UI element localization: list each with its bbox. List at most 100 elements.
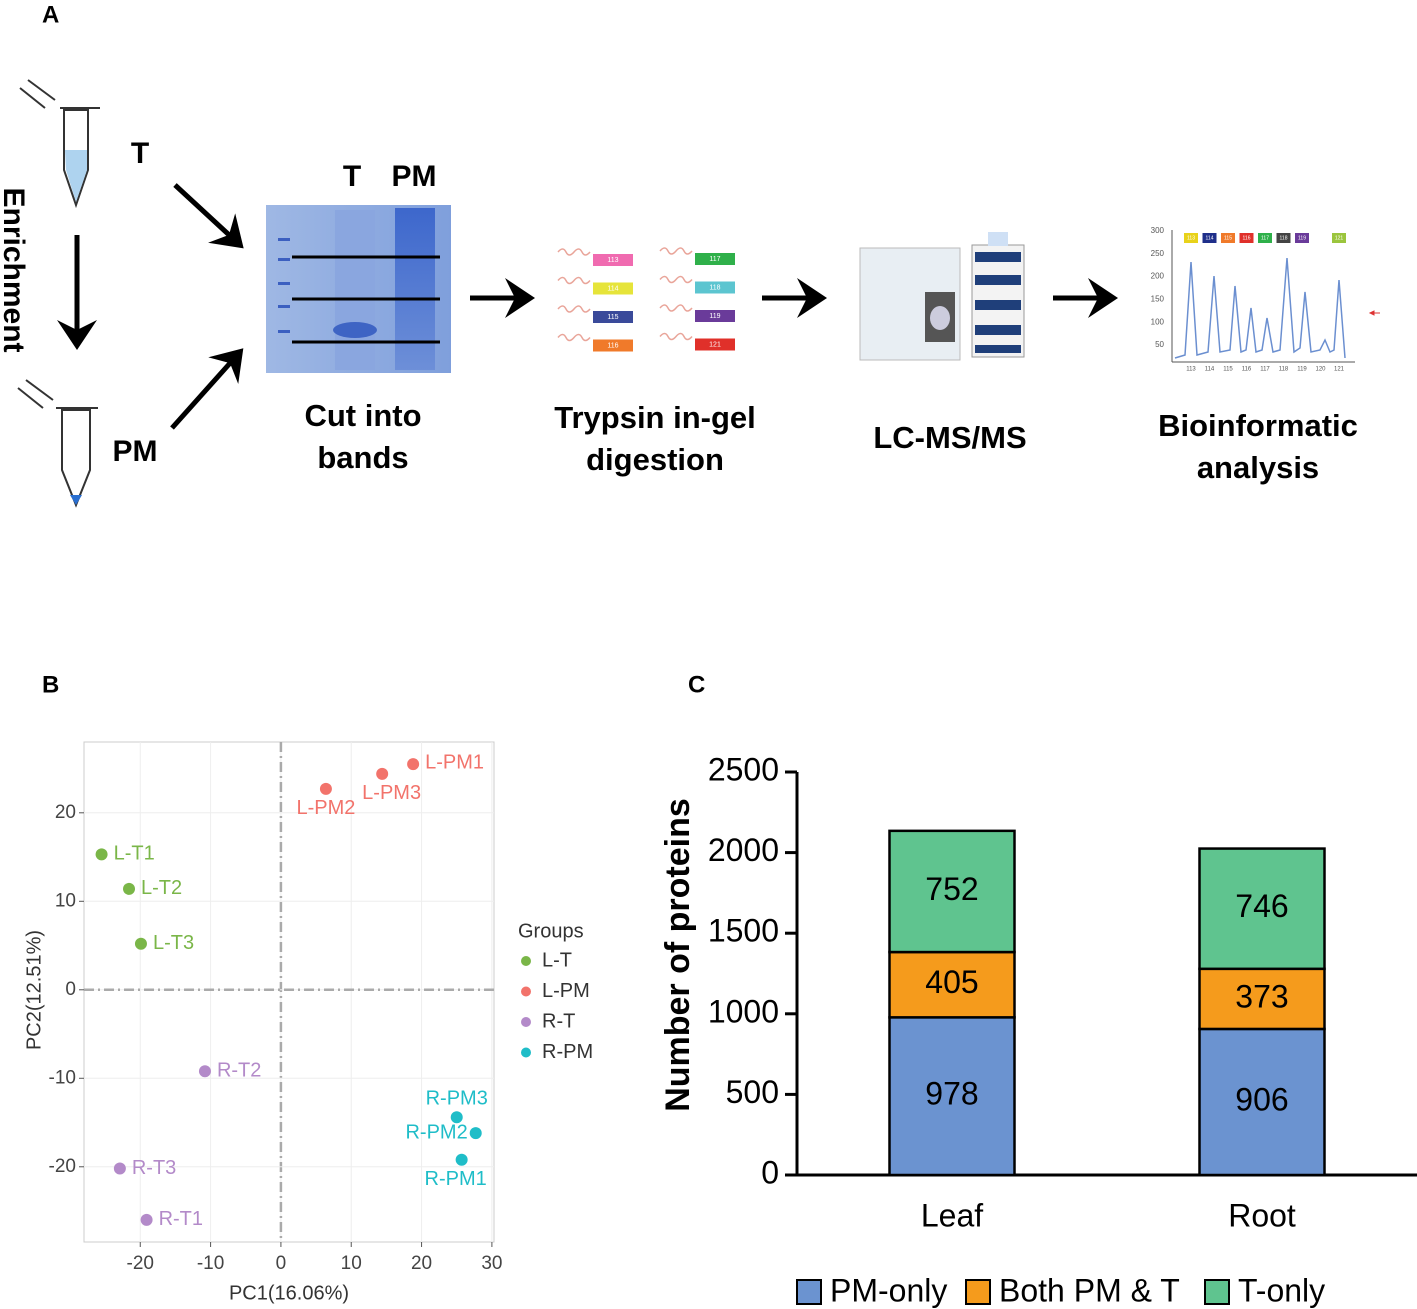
- point: [469, 1127, 482, 1140]
- y-tick-label: 2000: [708, 832, 779, 868]
- bar-segment: [1198, 847, 1326, 971]
- chrom-x-label: 118: [1279, 367, 1289, 373]
- y-tick-label: 0: [761, 1154, 779, 1190]
- tube: [17, 379, 98, 508]
- chrom-tag: [1221, 233, 1235, 243]
- chrom-tag-label: 115: [1224, 235, 1232, 241]
- peptide: [557, 333, 591, 342]
- x-tick-label: 0: [276, 1253, 287, 1274]
- x-axis-label: PC1(16.06%): [229, 1282, 349, 1304]
- step-label: Bioinformatic: [1158, 408, 1358, 443]
- chrom-tag-label: 117: [1261, 235, 1269, 241]
- y-tick-label: 10: [55, 890, 76, 911]
- bar-segment: [1198, 1027, 1326, 1177]
- point-label: R-PM2: [405, 1121, 467, 1143]
- tag-label: 115: [607, 314, 618, 321]
- x-tick-label: Leaf: [921, 1197, 983, 1233]
- tag: [593, 339, 633, 352]
- chrom-tag: [1258, 233, 1272, 243]
- chrom-tag-label: 113: [1187, 235, 1195, 241]
- point: [95, 848, 108, 861]
- panel-a: A Enrichment T PM T PM: [0, 1, 1380, 508]
- chrom-tag: [1332, 233, 1346, 243]
- legend-label: T-only: [1238, 1272, 1325, 1308]
- tag-label: 116: [607, 342, 618, 349]
- value-label: 373: [1235, 978, 1288, 1014]
- tag: [695, 338, 735, 351]
- point-label: L-T1: [114, 843, 155, 865]
- panel-label: A: [42, 1, 59, 28]
- panel-b: B -20 -10 0 10 20 30 -20 -10 0 10 20 PC1(16.06%) PC2…: [23, 671, 593, 1304]
- enrichment-label: Enrichment: [0, 187, 30, 352]
- legend-label: R-T: [542, 1010, 575, 1032]
- tag-label: 117: [709, 256, 720, 263]
- instrument: [859, 232, 1025, 361]
- panel-label: C: [688, 671, 705, 698]
- point: [319, 782, 332, 795]
- tag: [695, 281, 735, 294]
- chrom-y-label: 150: [1151, 295, 1165, 304]
- tag: [695, 310, 735, 322]
- value-label: 906: [1235, 1081, 1288, 1117]
- point: [376, 767, 389, 780]
- value-label: 978: [925, 1076, 978, 1112]
- chromatogram: 300 250 200 150 100 50 113 113 114 114 115 115 116 11…: [1151, 226, 1380, 373]
- tube-label: T: [131, 137, 149, 170]
- point-label: L-T2: [141, 877, 182, 899]
- y-tick-label: 1500: [708, 913, 779, 949]
- arrow: [173, 183, 244, 249]
- tag: [593, 282, 633, 295]
- point-label: R-T3: [132, 1157, 176, 1179]
- legend-marker: [521, 986, 531, 997]
- chrom-x-label: 121: [1334, 367, 1345, 373]
- value-label: 405: [925, 964, 978, 1000]
- tag-label: 113: [607, 257, 618, 264]
- chrom-y-label: 300: [1151, 226, 1165, 235]
- plot-frame: [83, 741, 495, 1243]
- chrom-x-label: 117: [1260, 367, 1270, 373]
- y-tick-label: 20: [55, 802, 76, 823]
- point: [198, 1065, 211, 1078]
- tag-label: 114: [607, 285, 618, 292]
- chrom-y-label: 100: [1151, 317, 1165, 326]
- y-axis-label: PC2(12.51%): [23, 930, 45, 1050]
- chrom-tag-label: 116: [1243, 235, 1251, 241]
- y-tick-label: 0: [65, 979, 76, 1000]
- peptide: [557, 305, 591, 313]
- x-tick-label: 20: [411, 1253, 432, 1274]
- point: [450, 1111, 463, 1124]
- tag-label: 119: [709, 313, 720, 320]
- chrom-tag-label: 114: [1206, 235, 1214, 241]
- legend-label: R-PM: [542, 1041, 593, 1063]
- y-tick-label: -20: [49, 1156, 76, 1177]
- tag: [695, 253, 735, 265]
- x-tick-label: Root: [1228, 1197, 1296, 1233]
- legend-label: PM-only: [830, 1272, 947, 1308]
- y-tick-label: -10: [49, 1067, 76, 1088]
- legend-swatch: [965, 1279, 991, 1305]
- point-label: R-T2: [217, 1059, 261, 1081]
- point: [455, 1153, 468, 1166]
- legend-swatch: [796, 1279, 822, 1305]
- step-label: digestion: [586, 442, 724, 477]
- chrom-tag-label: 118: [1280, 235, 1288, 241]
- legend-marker: [521, 1017, 531, 1027]
- y-tick-label: 500: [726, 1074, 779, 1110]
- point: [407, 758, 420, 771]
- peptide: [659, 275, 693, 284]
- y-tick-label: 1000: [708, 993, 779, 1029]
- point-label: L-PM2: [296, 797, 355, 819]
- tag-label: 121: [709, 341, 721, 348]
- step-label: analysis: [1197, 450, 1319, 485]
- legend-swatch: [1204, 1279, 1230, 1305]
- chrom-tag-label: 119: [1298, 235, 1306, 241]
- x-tick-label: -20: [127, 1253, 154, 1274]
- tube-label: PM: [113, 435, 158, 468]
- legend-label: L-T: [542, 949, 572, 971]
- legend-label: Both PM & T: [999, 1272, 1180, 1308]
- chrom-x-label: 120: [1315, 367, 1326, 373]
- chrom-x-label: 116: [1242, 367, 1252, 373]
- point-label: L-PM1: [425, 751, 484, 773]
- panel-label: B: [42, 671, 59, 698]
- point-label: R-PM1: [425, 1168, 487, 1190]
